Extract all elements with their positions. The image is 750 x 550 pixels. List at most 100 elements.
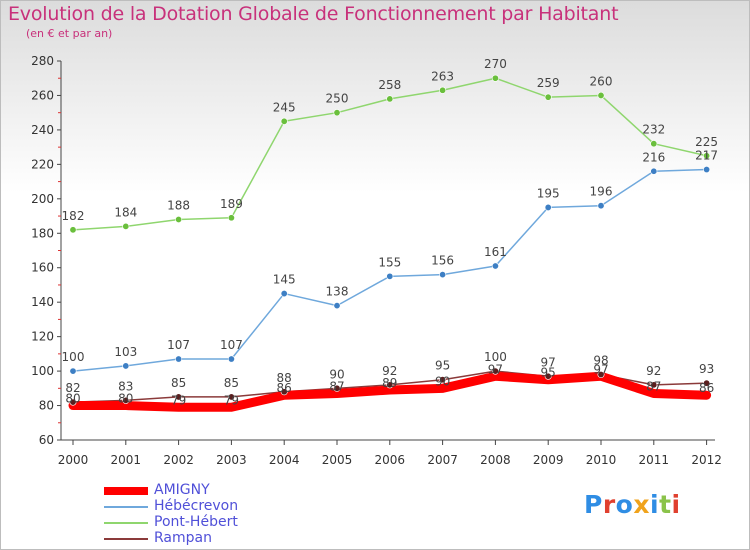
data-label-pont-h-bert: 270 — [484, 57, 507, 71]
data-label-rampan: 100 — [484, 350, 507, 364]
y-tick-label: 60 — [39, 433, 54, 447]
data-point-pont-h-bert — [386, 95, 394, 103]
data-point-h-b-crevon — [175, 355, 183, 363]
data-label-amigny: 87 — [646, 379, 661, 393]
logo-letter: i — [650, 490, 660, 519]
data-point-pont-h-bert — [122, 222, 130, 230]
proxiti-logo: Proxiti — [584, 490, 681, 519]
legend-label-rampan: Rampan — [154, 530, 212, 546]
data-point-pont-h-bert — [69, 226, 77, 234]
x-tick-label: 2007 — [427, 453, 458, 467]
data-point-rampan — [544, 372, 552, 380]
data-label-amigny: 79 — [171, 393, 186, 407]
x-tick-label: 2000 — [58, 453, 89, 467]
data-point-h-b-crevon — [333, 302, 341, 310]
y-tick-label: 160 — [31, 261, 54, 275]
x-tick-label: 2008 — [480, 453, 511, 467]
data-label-amigny: 97 — [593, 362, 608, 376]
data-label-pont-h-bert: 260 — [590, 74, 613, 88]
y-tick-label: 280 — [31, 54, 54, 68]
data-label-amigny: 79 — [224, 393, 239, 407]
legend-swatch-pont-hebert — [104, 522, 148, 524]
chart-title: Evolution de la Dotation Globale de Fonc… — [8, 3, 619, 25]
data-point-pont-h-bert — [703, 152, 711, 160]
logo-letter: i — [671, 490, 681, 519]
logo-letter: r — [602, 490, 616, 519]
data-point-h-b-crevon — [227, 355, 235, 363]
data-point-h-b-crevon — [491, 262, 499, 270]
data-point-h-b-crevon — [703, 166, 711, 174]
data-point-rampan — [439, 376, 447, 384]
data-point-pont-h-bert — [491, 74, 499, 82]
data-point-rampan — [122, 396, 130, 404]
data-label-pont-h-bert: 258 — [378, 78, 401, 92]
x-tick-label: 2004 — [269, 453, 300, 467]
data-label-pont-h-bert: 259 — [537, 76, 560, 90]
logo-letter: t — [659, 490, 672, 519]
data-label-amigny: 89 — [382, 376, 397, 390]
y-tick-label: 100 — [31, 364, 54, 378]
data-label-pont-h-bert: 250 — [326, 92, 349, 106]
data-label-h-b-crevon: 216 — [642, 150, 665, 164]
data-point-h-b-crevon — [122, 362, 130, 370]
data-label-amigny: 86 — [277, 381, 292, 395]
x-tick-label: 2006 — [375, 453, 406, 467]
data-point-rampan — [703, 379, 711, 387]
data-point-rampan — [597, 371, 605, 379]
y-tick-label: 80 — [39, 399, 54, 413]
data-label-rampan: 95 — [435, 359, 450, 373]
data-label-h-b-crevon: 196 — [590, 185, 613, 199]
data-label-pont-h-bert: 182 — [62, 209, 85, 223]
data-point-h-b-crevon — [69, 367, 77, 375]
data-label-amigny: 80 — [118, 392, 133, 406]
data-point-rampan — [175, 393, 183, 401]
data-point-h-b-crevon — [544, 203, 552, 211]
data-label-h-b-crevon: 217 — [695, 149, 718, 163]
x-tick-label: 2012 — [691, 453, 722, 467]
y-tick-label: 240 — [31, 123, 54, 137]
data-point-rampan — [491, 367, 499, 375]
data-label-amigny: 86 — [699, 381, 714, 395]
data-point-h-b-crevon — [650, 167, 658, 175]
legend-swatch-rampan — [104, 538, 148, 540]
data-label-amigny: 97 — [488, 362, 503, 376]
data-label-rampan: 88 — [277, 371, 292, 385]
data-label-pont-h-bert: 263 — [431, 69, 454, 83]
data-label-h-b-crevon: 103 — [114, 345, 137, 359]
data-point-pont-h-bert — [597, 91, 605, 99]
legend-label-pont-hebert: Pont-Hébert — [154, 514, 238, 530]
legend-swatch-amigny — [104, 487, 148, 495]
data-point-rampan — [386, 381, 394, 389]
data-label-h-b-crevon: 107 — [220, 338, 243, 352]
data-label-amigny: 95 — [541, 366, 556, 380]
data-point-pont-h-bert — [227, 214, 235, 222]
logo-letter: x — [633, 490, 650, 519]
data-label-h-b-crevon: 145 — [273, 273, 296, 287]
data-label-h-b-crevon: 156 — [431, 254, 454, 268]
data-label-h-b-crevon: 138 — [326, 285, 349, 299]
data-label-rampan: 85 — [224, 376, 239, 390]
data-label-pont-h-bert: 184 — [114, 205, 137, 219]
data-point-rampan — [227, 393, 235, 401]
data-label-amigny: 80 — [65, 392, 80, 406]
legend-swatch-hebecrevon — [104, 506, 148, 508]
data-label-rampan: 85 — [171, 376, 186, 390]
x-tick-label: 2005 — [322, 453, 353, 467]
data-label-h-b-crevon: 195 — [537, 186, 560, 200]
data-label-h-b-crevon: 100 — [62, 350, 85, 364]
chart-subtitle: (en € et par an) — [26, 27, 113, 40]
y-tick-label: 260 — [31, 88, 54, 102]
data-label-pont-h-bert: 188 — [167, 198, 190, 212]
data-point-pont-h-bert — [650, 140, 658, 148]
data-point-h-b-crevon — [597, 202, 605, 210]
data-point-pont-h-bert — [544, 93, 552, 101]
x-tick-label: 2003 — [216, 453, 247, 467]
data-label-rampan: 97 — [541, 355, 556, 369]
data-label-amigny: 90 — [435, 374, 450, 388]
data-point-h-b-crevon — [280, 290, 288, 298]
data-point-rampan — [333, 384, 341, 392]
y-tick-label: 180 — [31, 226, 54, 240]
data-point-pont-h-bert — [333, 109, 341, 117]
data-label-pont-h-bert: 189 — [220, 197, 243, 211]
